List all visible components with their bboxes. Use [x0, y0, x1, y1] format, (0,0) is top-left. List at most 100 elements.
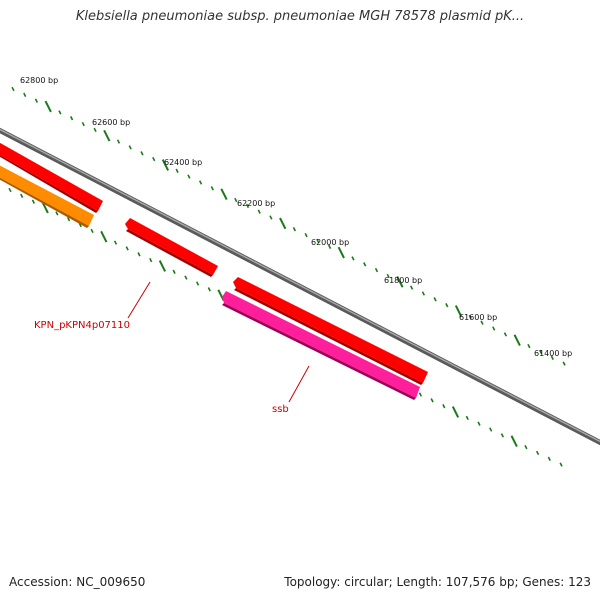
scale-tick [292, 227, 297, 232]
inner-tick [195, 281, 200, 286]
kpn-label-leader [127, 281, 151, 319]
ssb-label-leader [288, 365, 310, 403]
gene-label-kpn[interactable]: KPN_pKPN4p07110 [34, 320, 130, 331]
scale-tick [337, 246, 345, 259]
inner-tick [66, 217, 71, 222]
scale-tick [445, 303, 449, 308]
accession-text: Accession: NC_009650 [9, 575, 146, 589]
gene-red-kpn[interactable] [125, 218, 218, 277]
gene-pink-ssb[interactable] [222, 291, 420, 400]
inner-tick [465, 415, 469, 421]
scale-tick [480, 320, 484, 325]
inner-tick [451, 406, 460, 418]
scale-tick [409, 285, 414, 290]
inner-tick [500, 433, 505, 438]
map-title: Klebsiella pneumoniae subsp. pneumoniae … [75, 9, 525, 24]
scale-tick [421, 291, 426, 296]
scale-tick [69, 116, 74, 121]
scale-tick [562, 361, 566, 366]
inner-tick [55, 211, 59, 216]
inner-tick [149, 257, 153, 263]
scale-label-61600: 61600 bp [459, 313, 497, 322]
inner-tick [418, 392, 423, 397]
scale-label-62000: 62000 bp [311, 238, 349, 247]
scale-tick [279, 217, 287, 230]
inner-tick [207, 287, 211, 292]
scale-tick [198, 180, 203, 185]
scale-label-62800: 62800 bp [20, 76, 58, 85]
gene-red-upper-left[interactable] [0, 140, 103, 213]
inner-tick [535, 450, 540, 456]
inner-tick [559, 462, 563, 467]
scale-tick [116, 139, 121, 144]
scale-tick [454, 305, 463, 317]
scale-tick [468, 314, 472, 320]
inner-tick [113, 240, 118, 245]
scale-tick [93, 127, 97, 133]
scale-tick [44, 100, 52, 113]
scale-tick [161, 159, 169, 171]
plasmid-backbone [0, 127, 600, 446]
inner-tick [489, 427, 493, 432]
scale-tick [316, 238, 320, 244]
scale-tick [103, 129, 111, 142]
inner-tick [430, 398, 434, 403]
gene-red-long[interactable] [233, 277, 428, 385]
scale-tick [152, 156, 156, 162]
scale-tick [269, 215, 273, 220]
scale-tick [58, 110, 62, 115]
scale-tick [187, 174, 191, 179]
scale-tick [245, 203, 250, 209]
gene-label-ssb[interactable]: ssb [272, 404, 289, 415]
scale-tick [34, 98, 39, 103]
topology-summary: Topology: circular; Length: 107,576 bp; … [284, 575, 591, 589]
scale-tick [374, 267, 379, 273]
inner-tick [442, 404, 446, 409]
scale-label-61800: 61800 bp [384, 276, 422, 285]
scale-tick [363, 262, 367, 267]
scale-label-61400: 61400 bp [534, 349, 572, 358]
scale-tick [433, 297, 437, 302]
scale-tick [304, 232, 308, 238]
scale-tick [527, 343, 531, 349]
scale-label-62600: 62600 bp [92, 118, 130, 127]
scale-tick [210, 186, 214, 191]
scale-tick [550, 355, 554, 360]
scale-tick [492, 326, 496, 331]
scale-tick [128, 145, 132, 150]
inner-tick [510, 435, 518, 448]
scale-tick [538, 349, 543, 355]
scale-tick [11, 86, 15, 92]
scale-tick [327, 244, 332, 249]
inner-tick [125, 246, 129, 251]
inner-tick [8, 187, 12, 193]
scale-label-62200: 62200 bp [237, 199, 275, 208]
inner-tick [477, 421, 481, 426]
inner-tick [31, 199, 36, 204]
inner-tick [524, 444, 528, 450]
scale-tick [23, 92, 27, 97]
scale-tick [386, 273, 390, 279]
inner-tick [547, 456, 551, 461]
scale-tick [503, 332, 508, 337]
scale-tick [220, 188, 228, 201]
scale-tick [257, 209, 261, 214]
scale-tick [140, 151, 144, 156]
inner-tick [158, 260, 166, 272]
gene-orange-left[interactable] [0, 163, 94, 228]
scale-tick [396, 275, 404, 288]
inner-tick [137, 252, 141, 257]
inner-tick [41, 201, 49, 214]
scale-label-62400: 62400 bp [164, 158, 202, 167]
outer-scale-ticks [11, 86, 566, 366]
inner-tick [100, 230, 108, 243]
scale-tick [175, 168, 179, 173]
scale-tick [513, 334, 521, 347]
inner-tick [90, 228, 94, 234]
inner-tick [172, 269, 176, 274]
scale-tick [234, 197, 238, 203]
scale-tick [351, 256, 355, 261]
inner-tick [184, 275, 188, 280]
scale-tick [81, 121, 85, 127]
